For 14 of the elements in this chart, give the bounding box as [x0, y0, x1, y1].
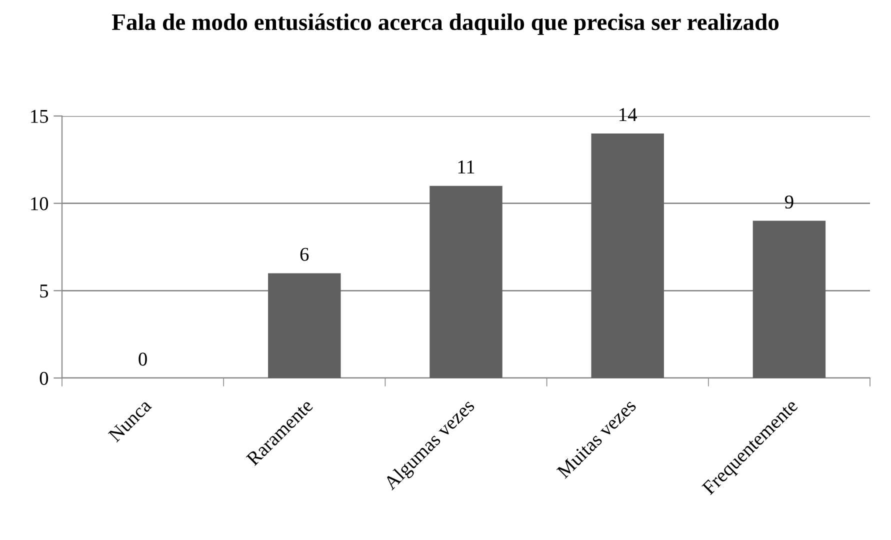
bar	[430, 186, 502, 378]
y-tick-label: 10	[31, 197, 48, 210]
data-label: 6	[300, 248, 309, 261]
bar	[591, 133, 664, 378]
bar	[752, 220, 826, 378]
y-tick-label: 15	[31, 110, 48, 123]
chart-title: Fala de modo entusiástico acerca daquilo que precisa ser realizado	[112, 14, 779, 35]
data-label: 0	[138, 352, 147, 366]
data-label: 11	[458, 160, 474, 174]
y-tick-label: 0	[40, 372, 48, 385]
y-tick-label: 5	[40, 284, 48, 298]
bar	[268, 273, 341, 378]
data-label: 9	[784, 195, 794, 209]
data-label: 14	[620, 108, 638, 121]
